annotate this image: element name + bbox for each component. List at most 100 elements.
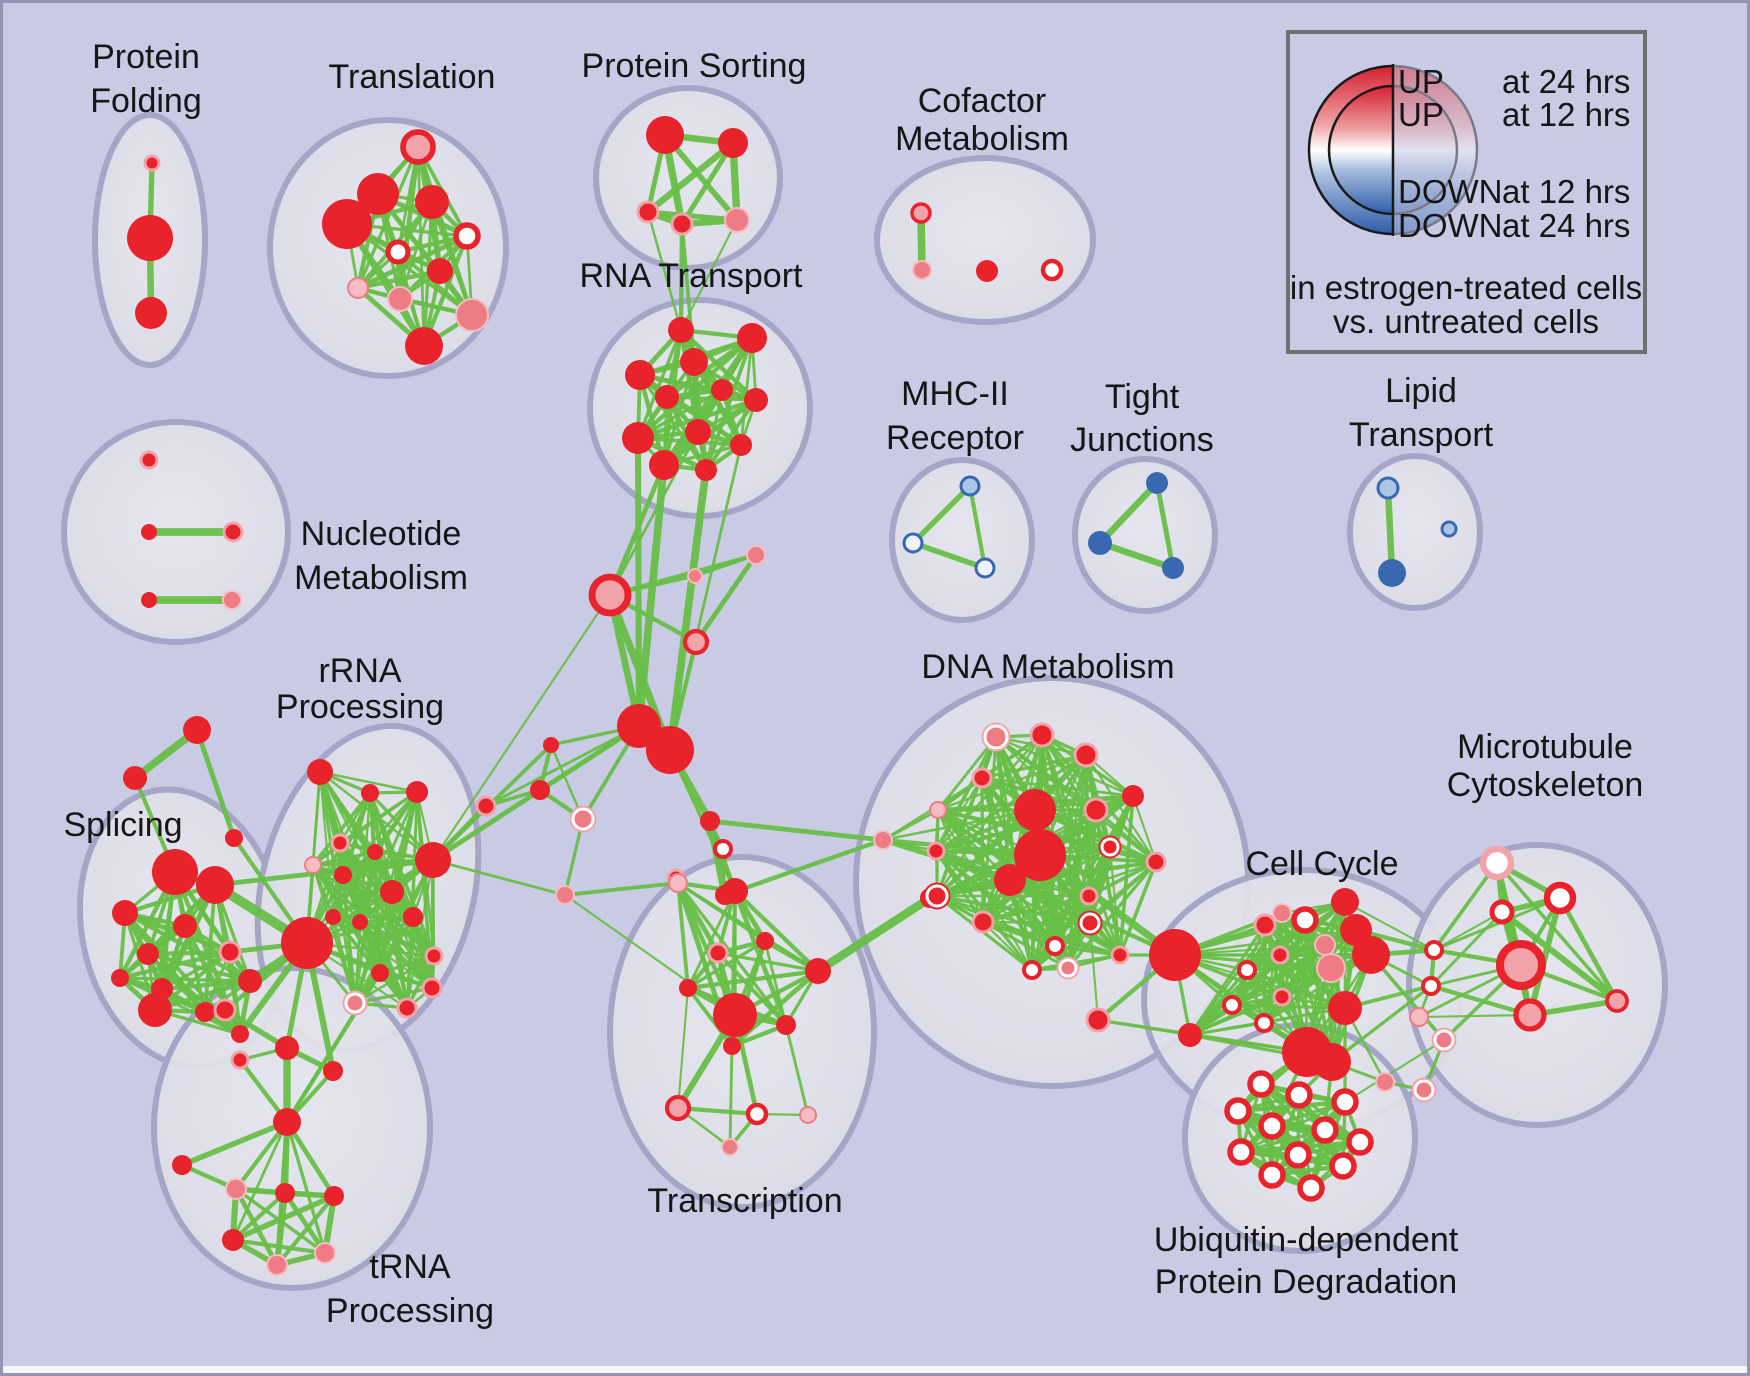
cluster-label-cell-cycle-line1: Cell Cycle xyxy=(1245,845,1398,883)
edge-protein-sorting-mesh xyxy=(644,139,737,216)
edge-splicing-mesh xyxy=(118,976,252,983)
node-r xyxy=(173,914,197,938)
edge xyxy=(666,466,710,754)
node-rp xyxy=(222,521,244,543)
node-pw xyxy=(1433,1029,1455,1051)
edge-rna-transport-mesh xyxy=(665,395,758,402)
edge-rna-transport-mesh xyxy=(704,398,758,472)
node-r xyxy=(322,199,372,249)
node-pw xyxy=(983,724,1009,750)
node-r xyxy=(668,317,694,343)
cluster-label-mhc-ii-receptor-line1: MHC-II xyxy=(901,375,1009,413)
node-bl xyxy=(1440,520,1458,538)
cluster-label-nucleotide-metabolism-line1: Nucleotide xyxy=(301,515,462,553)
edge-trna-hex-mesh xyxy=(230,1193,337,1243)
edge-trna-hex-mesh xyxy=(282,1190,328,1256)
edge xyxy=(675,1105,760,1117)
edge xyxy=(179,1119,290,1168)
node-r xyxy=(655,385,679,409)
edge xyxy=(646,210,683,332)
network-nodes xyxy=(111,116,1629,1276)
legend-border xyxy=(1286,30,1647,354)
node-r xyxy=(1328,991,1362,1025)
node-rpc xyxy=(1605,989,1629,1013)
edge-splicing-mesh xyxy=(145,949,233,957)
node-r xyxy=(776,1015,796,1035)
edge xyxy=(484,724,641,808)
node-rp xyxy=(230,1050,250,1070)
node-r xyxy=(679,979,697,997)
node-w xyxy=(713,839,733,859)
cluster-label-translation-line1: Translation xyxy=(329,58,496,96)
edge xyxy=(634,434,643,730)
edge xyxy=(194,727,237,841)
edge xyxy=(967,483,988,571)
edge xyxy=(693,553,758,578)
edge-splicing-mesh xyxy=(160,950,232,991)
edge-cell-cycle-mesh xyxy=(1188,968,1249,1037)
node-r xyxy=(718,128,748,158)
edge-rrna-mesh xyxy=(311,791,372,867)
cluster-label-nucleotide-metabolism-line2: Metabolism xyxy=(294,559,468,597)
node-rp xyxy=(143,154,161,172)
cluster-label-protein-folding-line2: Folding xyxy=(90,82,202,120)
node-p xyxy=(387,286,413,312)
edge-microtubule-mesh xyxy=(1498,908,1621,1005)
node-pl xyxy=(304,856,322,874)
node-p xyxy=(873,830,893,850)
cluster-label-microtubule-cytoskeleton-line2: Cytoskeleton xyxy=(1447,766,1644,804)
node-p xyxy=(912,260,932,280)
node-rp xyxy=(1253,913,1277,937)
edge-transcription-mesh xyxy=(716,951,788,1027)
edge-dna-metabolism-mesh xyxy=(935,894,1092,925)
edge-rrna-mesh xyxy=(353,858,435,1005)
node-rp xyxy=(475,795,497,817)
node-r xyxy=(307,759,333,785)
node-w xyxy=(1329,1152,1357,1180)
cluster-label-ubiquitin-dependent-protein-degradation-line1: Ubiquitin-dependent xyxy=(1154,1221,1459,1259)
node-r xyxy=(1352,936,1390,974)
node-pl xyxy=(1409,1007,1429,1027)
cluster-ellipse-cofactor-metabolism xyxy=(874,155,1096,325)
node-pl xyxy=(347,277,369,299)
edge xyxy=(910,540,988,571)
node-rp xyxy=(213,998,237,1022)
edge-rna-transport-mesh xyxy=(636,328,683,440)
cluster-label-cofactor-metabolism-line2: Metabolism xyxy=(895,120,1069,158)
node-r xyxy=(334,866,352,884)
node-w xyxy=(1285,1081,1313,1109)
cluster-label-microtubule-cytoskeleton-line1: Microtubule xyxy=(1457,728,1633,766)
cluster-label-mhc-ii-receptor-line2: Receptor xyxy=(886,419,1024,457)
node-bl xyxy=(1376,476,1400,500)
node-p xyxy=(1316,953,1346,983)
node-r xyxy=(137,943,159,965)
node-r xyxy=(281,917,333,969)
node-p xyxy=(225,1178,247,1200)
edge xyxy=(728,1044,734,1149)
edge-dna-metabolism-mesh xyxy=(980,753,1088,780)
node-rp xyxy=(971,767,993,789)
edge-translation-mesh xyxy=(355,268,443,291)
edge-dna-metabolism-mesh xyxy=(1087,860,1158,898)
node-wr xyxy=(925,884,949,908)
node-r xyxy=(367,844,383,860)
node-r xyxy=(406,781,428,803)
edge xyxy=(1343,900,1436,952)
node-r xyxy=(225,829,243,847)
node-r xyxy=(323,1061,343,1081)
node-w xyxy=(1331,1088,1359,1116)
node-r xyxy=(722,878,748,904)
node-rp xyxy=(424,946,444,966)
node-b xyxy=(1146,472,1168,494)
node-rp xyxy=(421,977,443,999)
node-w xyxy=(1284,1141,1312,1169)
node-rp xyxy=(1085,1007,1111,1033)
legend-time-label-12: at 12 hrs xyxy=(1502,96,1630,133)
node-r xyxy=(405,327,443,365)
edge-cell-cycle-mesh xyxy=(1245,900,1347,972)
cluster-label-rrna-processing-line2: Processing xyxy=(276,688,444,726)
edge-cell-cycle-mesh xyxy=(1262,953,1373,1025)
edge-dna-metabolism-mesh xyxy=(981,920,1070,970)
node-r xyxy=(1331,888,1359,916)
